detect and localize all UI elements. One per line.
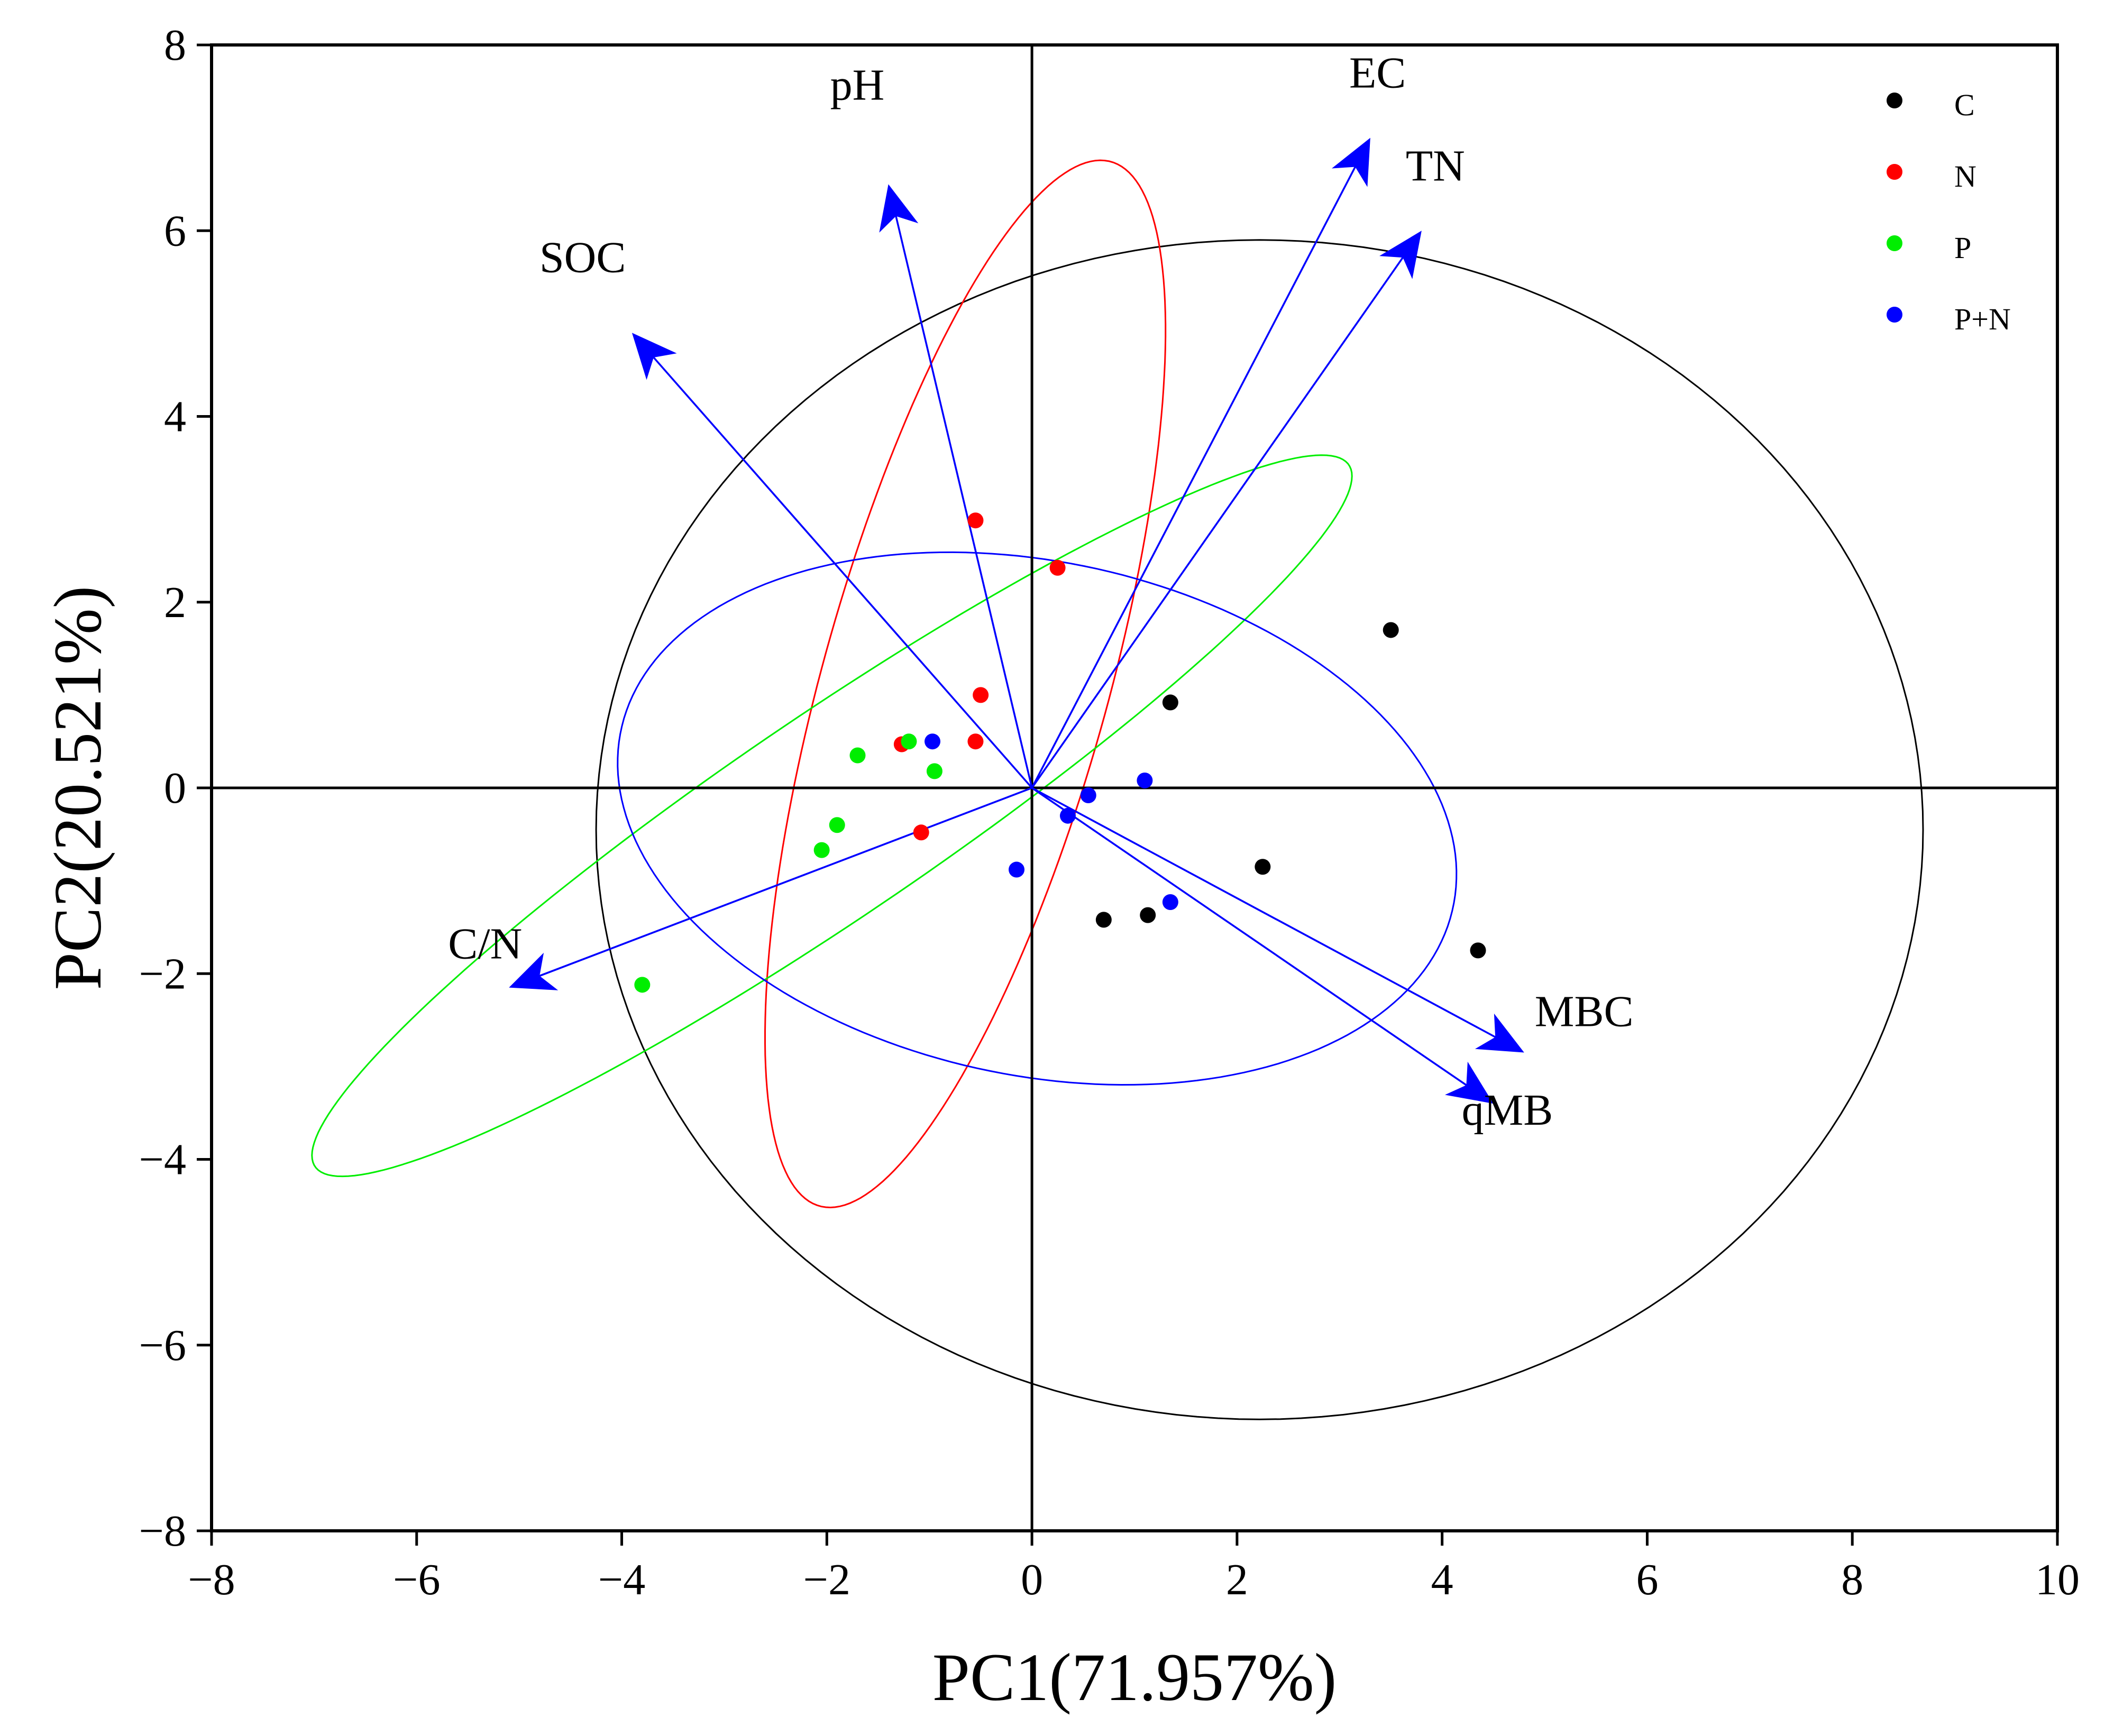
y-tick-label--4: −4 [139,1135,186,1184]
y-tick-label-4: 4 [164,392,186,442]
ellipse-p-plus-n [617,551,1458,1086]
loading-label-tn: TN [1406,141,1465,190]
loading-arrowhead-ec [1332,137,1370,187]
x-tick-label--4: −4 [598,1555,645,1604]
loading-label-c-n: C/N [448,920,522,969]
loading-arrow-qmb [1031,787,1468,1087]
point-p-plus-n-4 [1059,807,1076,824]
legend-marker-p-plus-n [1887,307,1902,323]
ellipse-n [764,159,1167,1209]
point-c-6 [1140,907,1156,923]
loading-arrow-tn [1031,256,1404,789]
loading-arrow-ec [1031,166,1357,788]
legend-marker-n [1887,164,1902,180]
loading-arrowhead-qmb [1445,1061,1494,1104]
loading-arrow-ph [894,215,1033,788]
loading-label-ph: pH [830,60,885,109]
point-p-1 [849,747,866,764]
legend-marker-c [1887,93,1902,108]
point-p-5 [813,842,830,858]
ellipse-c [595,239,1924,1420]
y-tick-label--6: −6 [139,1321,186,1370]
x-tick-label--8: −8 [188,1555,235,1604]
y-tick-label-8: 8 [164,21,186,70]
confidence-ellipses [311,159,1924,1420]
legend-label-c: C [1954,88,1975,122]
loading-arrow-c-n [538,787,1032,977]
x-axis-title: PC1(71.957%) [932,1640,1337,1715]
sample-points [634,512,1486,993]
y-tick-label-6: 6 [164,206,186,255]
legend-label-n: N [1954,159,1976,194]
axes: −8 −6 −4 −2 0 2 4 6 8 10 −8 −6 −4 −2 0 2 4 6 8 [139,21,2080,1604]
loading-arrowhead-ph [879,184,919,233]
point-p-plus-n-1 [925,733,941,750]
zero-reference-lines [212,45,2057,1531]
point-n-1 [967,512,984,529]
point-p-plus-n-5 [1009,861,1025,878]
point-p-plus-n-6 [1162,894,1178,911]
y-tick-label--8: −8 [139,1507,186,1556]
point-n-5 [967,733,984,750]
loading-label-mbc: MBC [1535,987,1634,1036]
legend-label-p-plus-n: P+N [1954,302,2011,336]
y-tick-label-0: 0 [164,764,186,813]
point-p-2 [901,733,917,750]
loading-label-ec: EC [1349,49,1406,98]
point-p-plus-n-2 [1137,772,1153,788]
x-tick-label-2: 2 [1226,1555,1248,1604]
point-c-2 [1162,694,1178,711]
point-c-5 [1095,912,1112,928]
point-c-1 [1383,622,1399,638]
loading-label-qmb: qMB [1462,1086,1553,1135]
loading-arrowhead-soc [632,333,677,380]
x-tick-label-6: 6 [1636,1555,1658,1604]
point-p-4 [829,817,845,833]
y-tick-label--2: −2 [139,949,186,998]
point-n-3 [973,687,989,703]
point-c-3 [1255,859,1271,875]
loading-arrowhead-c-n [509,952,559,990]
loading-arrowhead-mbc [1475,1013,1524,1053]
point-p-6 [634,977,651,993]
legend-marker-p [1887,235,1902,251]
loading-label-soc: SOC [539,233,626,282]
point-n-2 [1049,559,1066,576]
point-p-plus-n-3 [1080,787,1096,804]
ellipse-p [311,454,1353,1178]
legend: C N P P+N [1887,88,2011,336]
x-tick-label-10: 10 [2035,1555,2080,1604]
loading-arrow-soc [652,356,1033,789]
legend-label-p: P [1954,231,1971,265]
point-n-6 [913,824,929,841]
y-axis-title: PC2(20.521%) [40,586,115,990]
loading-arrowhead-tn [1379,231,1422,279]
x-tick-label--6: −6 [393,1555,440,1604]
loading-arrow-mbc [1031,787,1497,1039]
point-c-4 [1470,942,1486,959]
x-tick-label-4: 4 [1431,1555,1453,1604]
x-tick-label-8: 8 [1841,1555,1863,1604]
x-tick-label--2: −2 [803,1555,850,1604]
point-p-3 [926,763,942,779]
y-tick-label-2: 2 [164,578,186,627]
x-tick-label-0: 0 [1021,1555,1043,1604]
